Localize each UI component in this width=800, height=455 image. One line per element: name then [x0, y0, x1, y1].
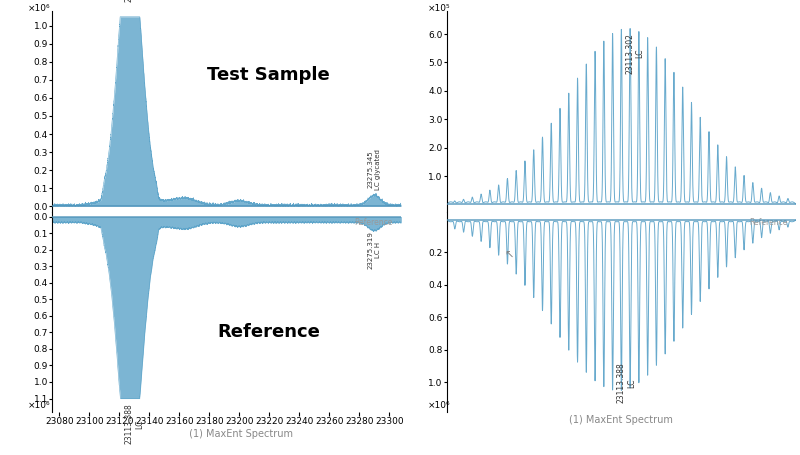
Text: 23275.345
LC glycated: 23275.345 LC glycated: [368, 149, 381, 190]
Text: 23113.388
LC: 23113.388 LC: [125, 404, 144, 444]
Text: Test Sample: Test Sample: [207, 66, 330, 85]
Text: Reference: Reference: [217, 323, 320, 341]
Text: 23275.319
LC H: 23275.319 LC H: [368, 232, 381, 269]
Text: ×10⁶: ×10⁶: [28, 401, 51, 410]
Text: Reference: Reference: [749, 217, 787, 227]
Text: ×10⁶: ×10⁶: [427, 401, 450, 410]
Text: 23113.302
LC: 23113.302 LC: [125, 0, 144, 2]
Text: ×10⁶: ×10⁶: [28, 5, 51, 13]
Text: ×10⁵: ×10⁵: [427, 5, 450, 13]
Text: 23113.388
LC: 23113.388 LC: [617, 363, 636, 403]
X-axis label: (1) MaxEnt Spectrum: (1) MaxEnt Spectrum: [570, 415, 674, 425]
X-axis label:          (1) MaxEnt Spectrum: (1) MaxEnt Spectrum: [161, 429, 293, 439]
Text: ↖: ↖: [505, 251, 514, 261]
Text: Reference: Reference: [354, 217, 393, 227]
Text: 23113.302
LC: 23113.302 LC: [626, 33, 645, 74]
